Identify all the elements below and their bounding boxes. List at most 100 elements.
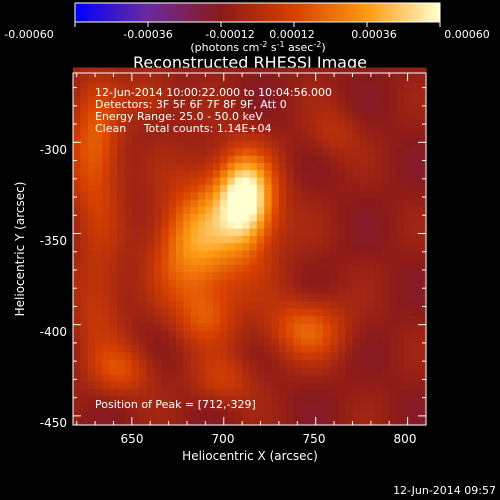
heatmap-cell [330, 162, 339, 171]
heatmap-cell [212, 264, 221, 273]
heatmap-cell [161, 286, 170, 295]
heatmap-cell [271, 366, 280, 375]
heatmap-cell [80, 373, 89, 382]
heatmap-cell [168, 220, 177, 229]
heatmap-cell [337, 176, 346, 185]
heatmap-cell [87, 162, 96, 171]
heatmap-cell [242, 118, 251, 127]
heatmap-cell [153, 410, 162, 419]
heatmap-cell [124, 176, 133, 185]
heatmap-cell [87, 147, 96, 156]
heatmap-cell [418, 169, 427, 178]
heatmap-cell [389, 140, 398, 149]
heatmap-cell [220, 206, 229, 215]
heatmap-cell [205, 417, 214, 426]
heatmap-cell [139, 359, 148, 368]
heatmap-cell [175, 300, 184, 309]
heatmap-cell [286, 155, 295, 163]
heatmap-cell [205, 286, 214, 295]
heatmap-cell [271, 140, 280, 149]
heatmap-cell [220, 403, 229, 412]
heatmap-cell [418, 89, 427, 98]
heatmap-cell [300, 410, 309, 419]
heatmap-cell [168, 96, 177, 105]
heatmap-cell [234, 344, 243, 353]
heatmap-cell [205, 96, 214, 105]
heatmap-cell [300, 125, 309, 134]
heatmap-cell [411, 118, 420, 127]
heatmap-cell [389, 286, 398, 295]
heatmap-cell [293, 89, 302, 98]
heatmap-cell [323, 352, 331, 360]
y-tick-label: -350 [40, 234, 67, 248]
heatmap-cell [205, 74, 214, 83]
heatmap-cell [183, 315, 192, 324]
heatmap-cell [227, 198, 236, 207]
heatmap-cell [389, 352, 398, 360]
heatmap-cell [198, 366, 206, 375]
heatmap-cell [389, 220, 398, 229]
heatmap-cell [374, 388, 383, 397]
heatmap-cell [411, 206, 420, 215]
heatmap-cell [139, 381, 148, 390]
heatmap-cell [73, 257, 81, 266]
heatmap-cell [153, 118, 162, 127]
heatmap-cell [153, 293, 162, 302]
heatmap-cell [242, 257, 251, 266]
heatmap-cell [359, 140, 368, 149]
heatmap-cell [146, 228, 155, 236]
heatmap-cell [264, 213, 273, 222]
heatmap-cell [146, 286, 155, 295]
heatmap-cell [418, 257, 427, 266]
heatmap-cell [403, 184, 412, 193]
heatmap-cell [161, 352, 170, 360]
heatmap-cell [249, 169, 258, 178]
heatmap-cell [308, 403, 317, 412]
heatmap-cell [117, 359, 126, 368]
heatmap-cell [139, 118, 148, 127]
heatmap-cell [175, 257, 184, 266]
heatmap-cell [205, 111, 214, 120]
heatmap-cell [190, 264, 199, 273]
heatmap-cell [234, 242, 243, 251]
heatmap-cell [315, 344, 324, 353]
heatmap-cell [278, 125, 287, 134]
heatmap-cell [117, 169, 126, 178]
heatmap-cell [315, 67, 324, 76]
heatmap-cell [146, 403, 155, 412]
heatmap-cell [212, 235, 221, 244]
heatmap-cell [323, 242, 331, 251]
heatmap-cell [396, 191, 405, 200]
heatmap-cell [389, 337, 398, 346]
heatmap-cell [212, 74, 221, 83]
heatmap-cell [286, 366, 295, 375]
heatmap-cell [190, 271, 199, 280]
heatmap-cell [389, 366, 398, 375]
colorbar-tick-label: 0.00012 [269, 28, 315, 41]
heatmap-cell [337, 198, 346, 207]
heatmap-cell [411, 96, 420, 105]
heatmap-cell [124, 104, 133, 112]
heatmap-cell [278, 249, 287, 258]
heatmap-cell [308, 300, 317, 309]
heatmap-cell [293, 293, 302, 302]
heatmap-cell [330, 322, 339, 331]
heatmap-cell [264, 381, 273, 390]
heatmap-cell [271, 279, 280, 287]
heatmap-cell [256, 242, 265, 251]
heatmap-cell [95, 337, 104, 346]
heatmap-cell [271, 206, 280, 215]
heatmap-cell [234, 308, 243, 317]
heatmap-cell [168, 198, 177, 207]
heatmap-cell [212, 213, 221, 222]
heatmap-cell [286, 344, 295, 353]
heatmap-cell [227, 184, 236, 193]
heatmap-cell [139, 373, 148, 382]
heatmap-cell [124, 191, 133, 200]
heatmap-cell [249, 373, 258, 382]
heatmap-cell [242, 111, 251, 120]
heatmap-cell [175, 169, 184, 178]
heatmap-cell [389, 118, 398, 127]
x-tick-label: 700 [212, 432, 235, 446]
heatmap-cell [175, 133, 184, 142]
